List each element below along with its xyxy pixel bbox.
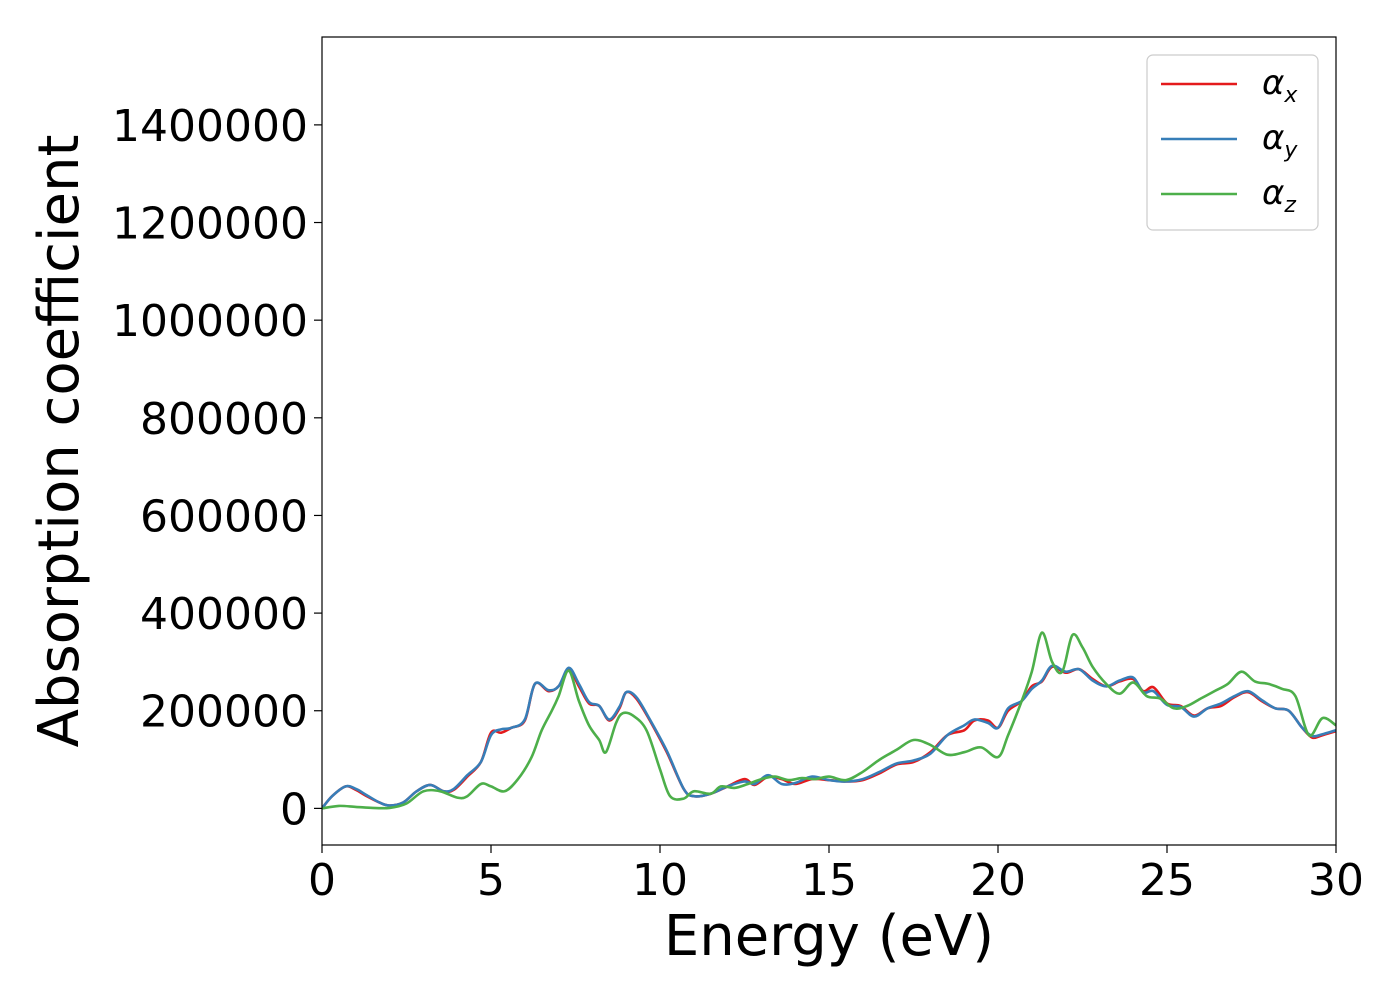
x-tick-label: 5 — [477, 855, 505, 906]
series-line-z — [322, 631, 1336, 810]
series-layer — [322, 631, 1336, 810]
y-axis-label: Absorption coefficient — [27, 135, 92, 748]
y-tick-label: 1400000 — [112, 101, 308, 152]
y-tick-label: 600000 — [140, 491, 308, 542]
y-tick-label: 400000 — [140, 589, 308, 640]
x-tick-label: 10 — [632, 855, 688, 906]
x-tick-label: 25 — [1139, 855, 1195, 906]
x-tick-label: 20 — [970, 855, 1026, 906]
y-tick-label: 200000 — [140, 687, 308, 738]
y-tick-label: 800000 — [140, 394, 308, 445]
y-tick-label: 1000000 — [112, 296, 308, 347]
x-axis-label: Energy (eV) — [664, 904, 994, 969]
legend-box — [1146, 54, 1319, 231]
y-axis: 0 200000 400000 600000 800000 1000000 1200000 1… — [112, 101, 322, 835]
x-axis: 0 5 10 15 20 25 30 — [308, 845, 1364, 906]
y-tick-label: 0 — [280, 784, 308, 835]
x-tick-label: 15 — [801, 855, 857, 906]
y-tick-label: 1200000 — [112, 199, 308, 250]
x-tick-label: 0 — [308, 855, 336, 906]
x-tick-label: 30 — [1308, 855, 1364, 906]
